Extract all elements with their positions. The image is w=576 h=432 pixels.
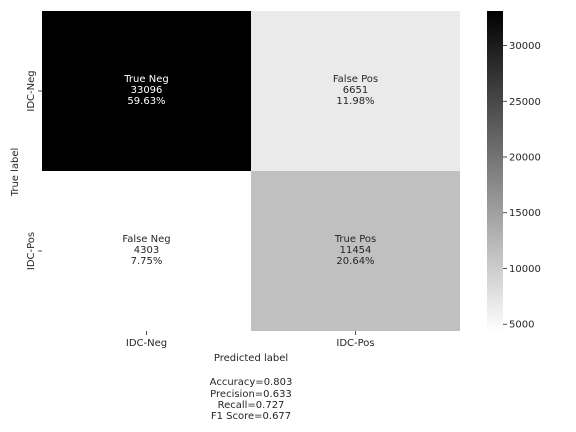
- cell-label-false-neg-count: 4303: [134, 245, 159, 256]
- colorbar-tick-label: 20000: [509, 153, 541, 164]
- cell-label-true-neg-name: True Neg: [123, 74, 168, 85]
- y-tick-label: IDC-Pos: [26, 232, 37, 270]
- cell-label-false-neg-name: False Neg: [122, 234, 170, 245]
- cell-label-false-pos-percent: 11.98%: [336, 96, 374, 107]
- y-axis-ticks: IDC-Neg IDC-Pos: [26, 70, 42, 270]
- cell-label-true-pos-count: 11454: [340, 245, 372, 256]
- colorbar-tick-label: 15000: [509, 208, 541, 219]
- colorbar: 5000 10000 15000 20000 25000 30000: [487, 11, 541, 332]
- heatmap-cell-false-neg: [42, 171, 251, 331]
- colorbar-tick-label: 10000: [509, 264, 541, 275]
- metric-recall: Recall=0.727: [218, 400, 285, 411]
- colorbar-tick-label: 25000: [509, 97, 541, 108]
- metric-accuracy: Accuracy=0.803: [210, 377, 293, 388]
- heatmap-cell-true-neg: [42, 11, 251, 171]
- metric-precision: Precision=0.633: [210, 389, 292, 400]
- x-tick-label: IDC-Pos: [336, 338, 374, 349]
- x-axis-label: Predicted label: [214, 353, 288, 364]
- colorbar-gradient: [487, 11, 503, 332]
- metrics-block: Accuracy=0.803 Precision=0.633 Recall=0.…: [210, 377, 293, 422]
- cell-label-false-neg-percent: 7.75%: [131, 256, 163, 267]
- cell-label-false-pos-name: False Pos: [333, 74, 378, 85]
- y-axis-label: True label: [10, 148, 21, 198]
- heatmap-cell-true-pos: [251, 171, 460, 331]
- cell-label-true-pos-name: True Pos: [334, 234, 376, 245]
- colorbar-tick-label: 5000: [509, 320, 534, 331]
- heatmap-cell-false-pos: [251, 11, 460, 171]
- x-tick-label: IDC-Neg: [126, 338, 167, 349]
- metric-f1-score: F1 Score=0.677: [211, 411, 291, 422]
- cell-label-true-neg-percent: 59.63%: [127, 96, 165, 107]
- y-tick-label: IDC-Neg: [26, 70, 37, 111]
- cell-label-true-pos-percent: 20.64%: [336, 256, 374, 267]
- colorbar-tick-label: 30000: [509, 41, 541, 52]
- cell-label-false-pos-count: 6651: [343, 85, 368, 96]
- x-axis-ticks: IDC-Neg IDC-Pos: [126, 331, 375, 349]
- cell-label-true-neg-count: 33096: [131, 85, 163, 96]
